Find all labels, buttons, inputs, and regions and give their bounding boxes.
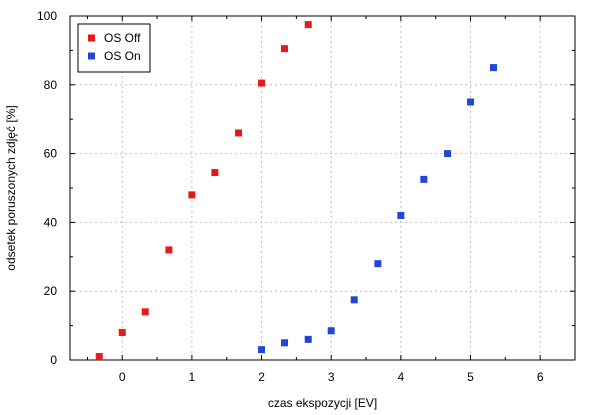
legend-box xyxy=(77,23,151,73)
data-point xyxy=(374,260,382,268)
legend-label: OS On xyxy=(104,49,141,63)
data-point xyxy=(95,353,103,361)
data-point xyxy=(304,21,312,29)
data-point xyxy=(397,212,405,220)
data-point xyxy=(188,191,196,199)
y-tick-label: 60 xyxy=(44,147,58,161)
x-tick-label: 0 xyxy=(119,370,126,384)
x-tick-label: 3 xyxy=(328,370,335,384)
data-point xyxy=(327,327,335,335)
data-point xyxy=(258,79,266,87)
data-point xyxy=(420,175,428,183)
x-tick-label: 4 xyxy=(398,370,405,384)
legend: OS Off OS On xyxy=(77,23,151,73)
legend-marker xyxy=(88,34,95,42)
x-tick-label: 5 xyxy=(467,370,474,384)
y-tick-label: 80 xyxy=(44,78,58,92)
x-tick-label: 1 xyxy=(189,370,196,384)
data-point xyxy=(235,129,243,137)
legend-label: OS Off xyxy=(104,31,141,45)
y-tick-label: 40 xyxy=(44,215,58,229)
series-0 xyxy=(95,21,312,361)
y-axis-label: odsetek poruszonych zdjęć [%] xyxy=(4,105,18,270)
legend-marker xyxy=(88,52,95,60)
y-tick-label: 0 xyxy=(50,353,57,367)
data-point xyxy=(258,346,266,354)
data-point xyxy=(118,328,126,336)
x-tick-label: 2 xyxy=(258,370,265,384)
data-point xyxy=(304,335,312,343)
series-1 xyxy=(258,64,498,354)
grid xyxy=(70,16,575,360)
data-point xyxy=(211,169,219,177)
x-tick-label: 6 xyxy=(537,370,544,384)
y-tick-label: 20 xyxy=(44,284,58,298)
data-point xyxy=(490,64,498,72)
data-point xyxy=(141,308,149,316)
data-point xyxy=(281,45,289,53)
x-axis-label: czas ekspozycji [EV] xyxy=(268,396,377,410)
data-point xyxy=(165,246,173,254)
data-points xyxy=(95,21,498,361)
data-point xyxy=(281,339,289,347)
data-point xyxy=(467,98,475,106)
data-point xyxy=(444,150,452,158)
y-tick-label: 100 xyxy=(37,9,57,23)
data-point xyxy=(350,296,358,304)
